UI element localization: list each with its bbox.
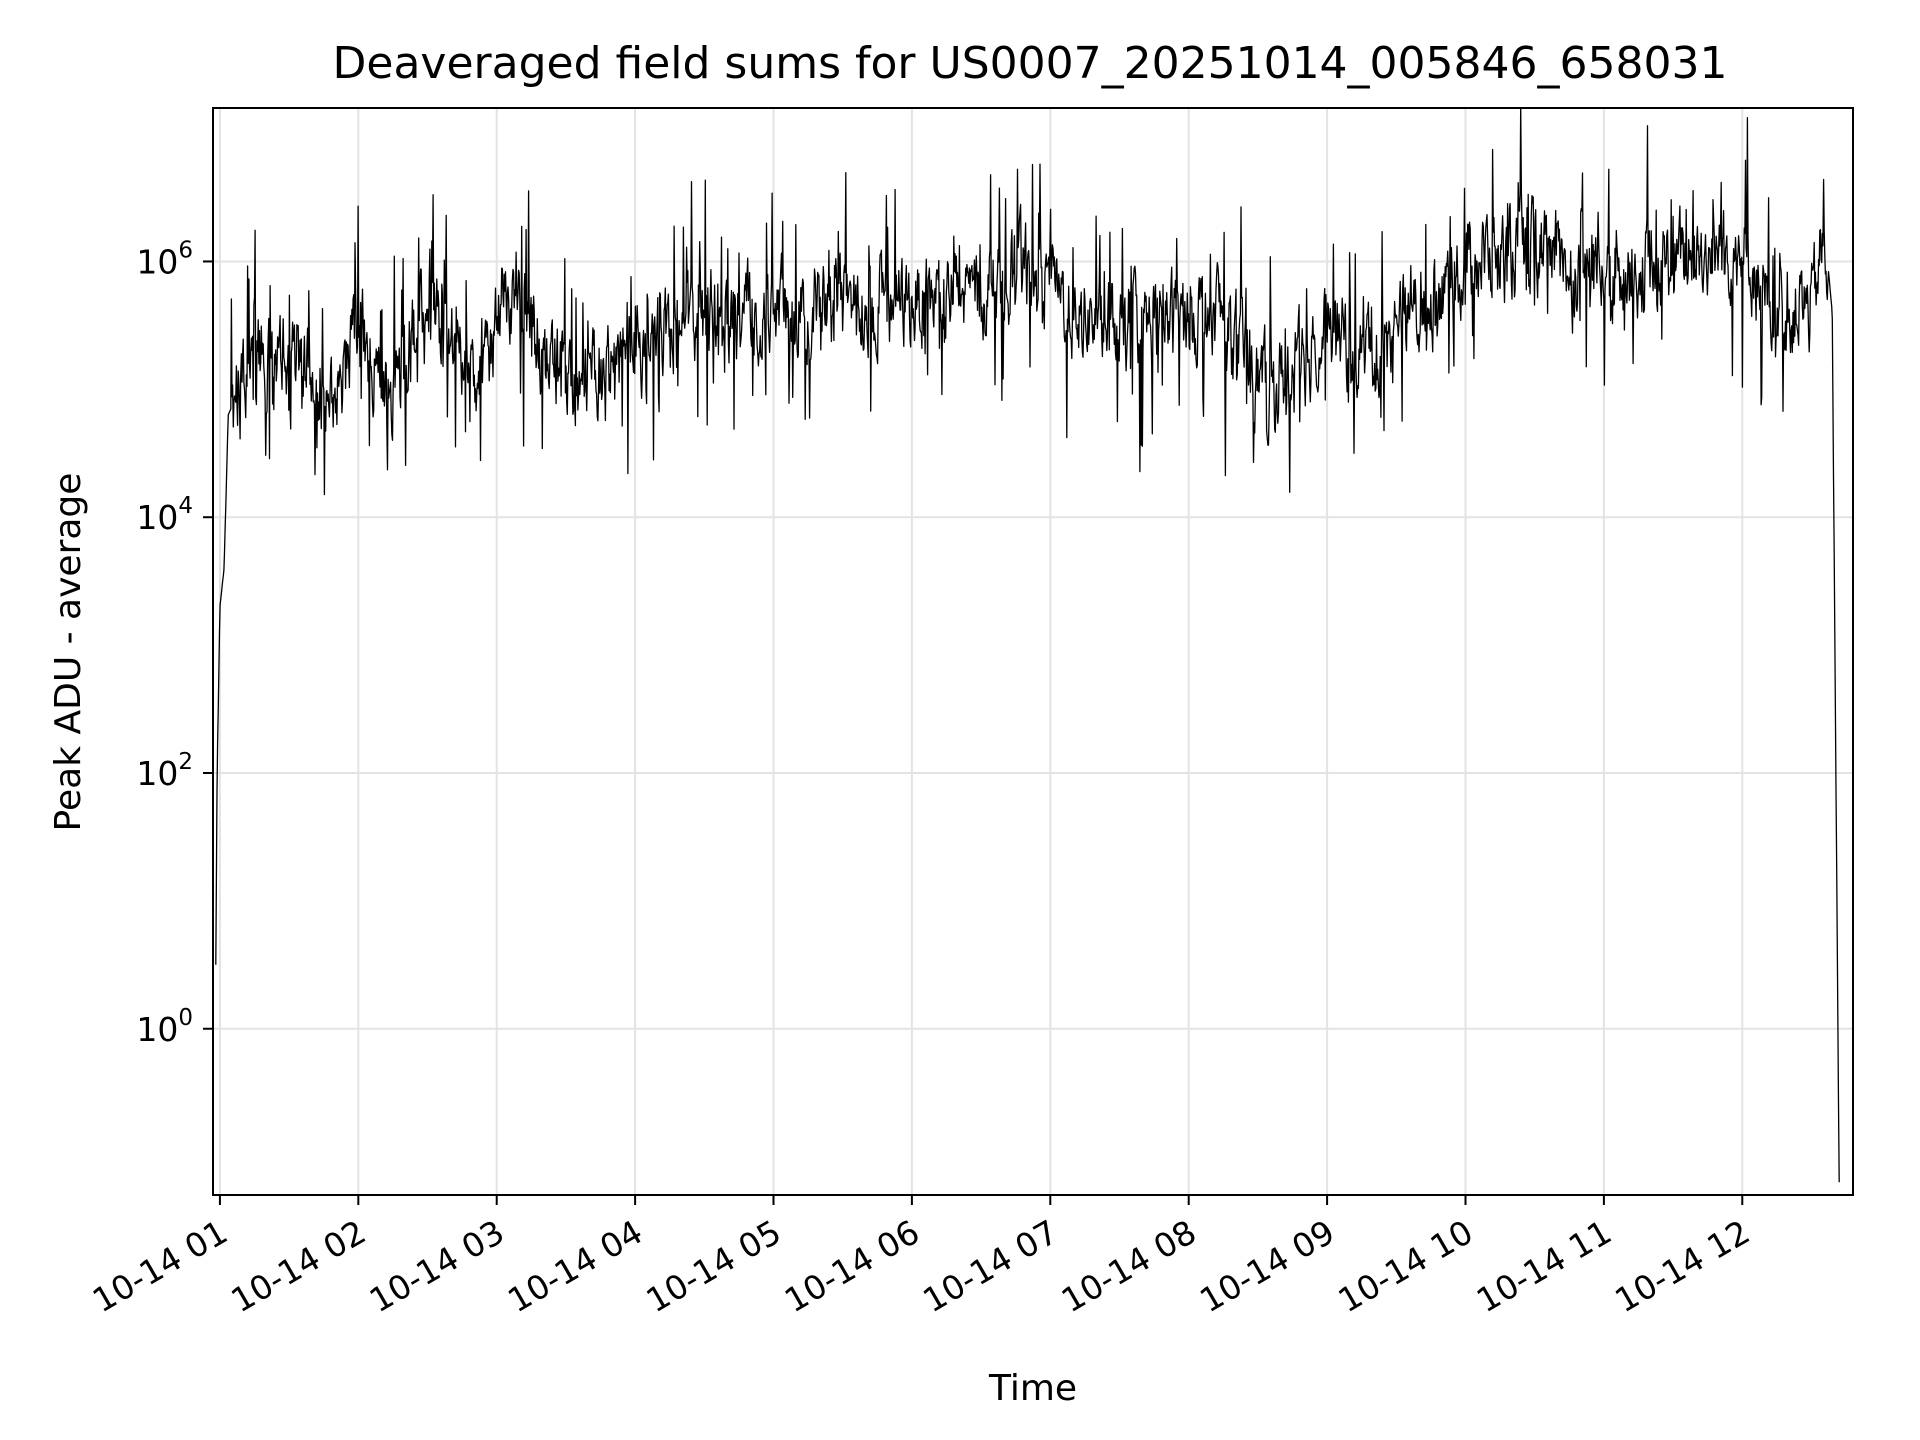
y-tick-label: 102	[136, 749, 193, 793]
series-layer	[215, 108, 1840, 1183]
chart-title: Deaveraged field sums for US0007_2025101…	[333, 38, 1728, 89]
plot-frame	[212, 107, 1854, 1196]
y-axis-label: Peak ADU - average	[48, 473, 89, 832]
x-axis-label: Time	[988, 1368, 1077, 1409]
series-line	[215, 108, 1840, 1183]
y-tick-label: 106	[136, 237, 193, 281]
